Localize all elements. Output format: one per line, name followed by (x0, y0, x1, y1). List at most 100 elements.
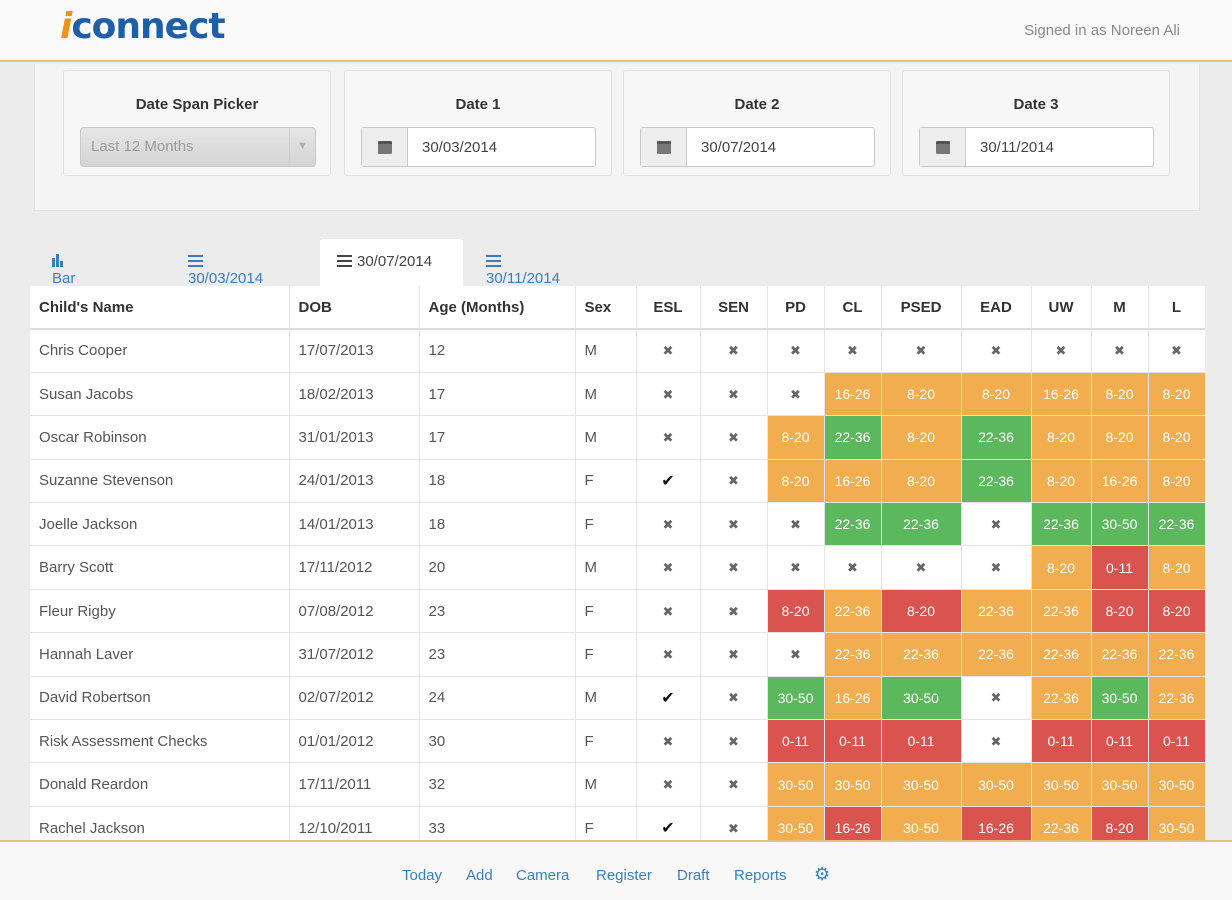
table-cell: 12 (419, 328, 576, 373)
cross-icon (961, 328, 1032, 373)
column-header[interactable]: Sex (575, 286, 637, 330)
nav-reports[interactable]: Reports (734, 867, 787, 884)
score-cell: 8-20 (767, 458, 825, 503)
date2-label: Date 2 (734, 96, 780, 113)
score-cell: 30-50 (767, 805, 825, 840)
column-header[interactable]: PD (767, 286, 825, 330)
app-logo[interactable]: iconnect (60, 6, 226, 47)
column-header[interactable]: CL (824, 286, 882, 330)
table-row[interactable]: Suzanne Stevenson24/01/201318F8-2016-268… (30, 458, 1205, 503)
table-row[interactable]: Risk Assessment Checks01/01/201230F0-110… (30, 719, 1205, 763)
column-header[interactable]: Age (Months) (419, 286, 576, 330)
table-row[interactable]: Fleur Rigby07/08/201223F8-2022-368-2022-… (30, 588, 1205, 633)
score-cell: 22-36 (1031, 805, 1092, 840)
nav-today[interactable]: Today (402, 867, 443, 884)
score-cell: 0-11 (824, 719, 882, 763)
score-cell: 30-50 (1148, 762, 1205, 807)
column-header[interactable]: L (1148, 286, 1205, 330)
nav-register[interactable]: Register (596, 867, 652, 884)
nav-add[interactable]: Add (466, 867, 493, 884)
date-span-select[interactable]: Last 12 Months ▼ (80, 127, 316, 167)
date2-input[interactable]: 30/07/2014 (640, 127, 875, 167)
cross-icon (700, 371, 768, 416)
cross-icon (961, 675, 1032, 720)
cross-icon (767, 371, 825, 416)
tab-bar-chart[interactable]: Bar Chart (52, 239, 89, 304)
table-cell: M (575, 545, 637, 590)
gear-icon[interactable]: ⚙ (814, 864, 831, 884)
table-cell: F (575, 588, 637, 633)
table-cell: 23 (419, 632, 576, 677)
table-cell: 31/01/2013 (289, 415, 420, 460)
column-header[interactable]: EAD (961, 286, 1032, 330)
table-row[interactable]: Donald Reardon17/11/201132M30-5030-5030-… (30, 762, 1205, 807)
table-row[interactable]: Joelle Jackson14/01/201318F22-3622-3622-… (30, 502, 1205, 546)
table-row[interactable]: Rachel Jackson12/10/201133F30-5016-2630-… (30, 805, 1205, 840)
table-row[interactable]: Chris Cooper 17/07/2013 12 M (30, 328, 1205, 373)
list-icon (188, 255, 203, 267)
cross-icon (700, 675, 768, 720)
tab-date-3[interactable]: 30/11/2014 (486, 239, 560, 287)
score-cell: 22-36 (961, 632, 1032, 677)
date1-input[interactable]: 30/03/2014 (361, 127, 596, 167)
column-header[interactable]: Child's Name (30, 286, 290, 330)
table-cell: 17/07/2013 (289, 328, 420, 373)
score-cell: 16-26 (1031, 371, 1092, 416)
cross-icon (636, 762, 701, 807)
column-header[interactable]: PSED (881, 286, 962, 330)
score-cell: 0-11 (1091, 719, 1149, 763)
calendar-icon[interactable] (920, 128, 966, 166)
column-header[interactable]: M (1091, 286, 1149, 330)
cross-icon (700, 502, 768, 546)
check-icon (636, 675, 701, 720)
table-row[interactable]: David Robertson02/07/201224M30-5016-2630… (30, 675, 1205, 720)
table-cell: M (575, 328, 637, 373)
table-cell: M (575, 415, 637, 460)
filter-panel: Date Span Picker Last 12 Months ▼ Date 1… (34, 64, 1200, 211)
tab-date-1[interactable]: 30/03/2014 (188, 239, 263, 287)
nav-draft[interactable]: Draft (677, 867, 710, 884)
child-name-cell: Oscar Robinson (30, 415, 290, 460)
child-name-cell: Joelle Jackson (30, 502, 290, 546)
score-cell: 30-50 (1091, 502, 1149, 546)
cross-icon (636, 588, 701, 633)
column-header[interactable]: ESL (636, 286, 701, 330)
tab-date-2[interactable]: 30/07/2014 (320, 239, 463, 286)
score-cell: 8-20 (881, 458, 962, 503)
cross-icon (767, 632, 825, 677)
child-name-cell: Suzanne Stevenson (30, 458, 290, 503)
cross-icon (700, 805, 768, 840)
table-cell: 14/01/2013 (289, 502, 420, 546)
column-header[interactable]: UW (1031, 286, 1092, 330)
nav-camera[interactable]: Camera (516, 867, 570, 884)
table-cell: 12/10/2011 (289, 805, 420, 840)
date3-input[interactable]: 30/11/2014 (919, 127, 1154, 167)
column-header[interactable]: SEN (700, 286, 768, 330)
child-name-cell: Risk Assessment Checks (30, 719, 290, 763)
cross-icon (636, 415, 701, 460)
table-row[interactable]: Oscar Robinson31/01/201317M8-2022-368-20… (30, 415, 1205, 460)
table-row[interactable]: Susan Jacobs18/02/201317M16-268-208-2016… (30, 371, 1205, 416)
cross-icon (1148, 328, 1205, 373)
cross-icon (1031, 328, 1092, 373)
cross-icon (700, 458, 768, 503)
table-cell: F (575, 805, 637, 840)
score-cell: 0-11 (1148, 719, 1205, 763)
cross-icon (700, 328, 768, 373)
score-cell: 16-26 (824, 371, 882, 416)
table-cell: 02/07/2012 (289, 675, 420, 720)
score-cell: 8-20 (767, 415, 825, 460)
score-cell: 22-36 (881, 632, 962, 677)
cross-icon (636, 719, 701, 763)
calendar-icon[interactable] (641, 128, 687, 166)
score-cell: 8-20 (1148, 371, 1205, 416)
calendar-icon[interactable] (362, 128, 408, 166)
table-cell: M (575, 762, 637, 807)
results-table-container[interactable]: Child's Name DOB Age (Months) Sex ESL SEN PD CL… (30, 286, 1205, 840)
table-header-row: Child's Name DOB Age (Months) Sex ESL SEN PD CL… (30, 286, 1205, 330)
column-header[interactable]: DOB (289, 286, 420, 330)
list-icon (486, 255, 501, 267)
score-cell: 8-20 (1091, 415, 1149, 460)
table-row[interactable]: Hannah Laver31/07/201223F22-3622-3622-36… (30, 632, 1205, 677)
